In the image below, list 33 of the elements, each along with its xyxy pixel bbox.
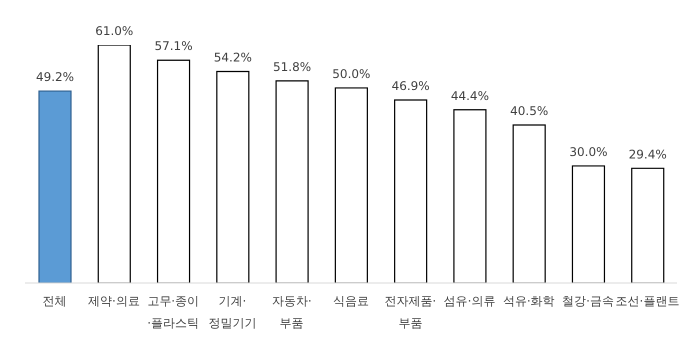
x-tick-label: 식음료	[333, 294, 369, 308]
data-label: 30.0%	[569, 144, 608, 159]
x-tick-label: 석유·화학	[502, 294, 555, 308]
bar	[216, 70, 250, 283]
data-label: 61.0%	[95, 24, 134, 38]
data-label: 51.8%	[273, 60, 312, 74]
x-tick-label: 철강·금속	[562, 294, 614, 308]
data-label: 44.4%	[450, 88, 489, 103]
x-tick-label: 섬유·의류	[444, 294, 496, 308]
data-label: 29.4%	[628, 147, 667, 162]
data-label: 57.1%	[154, 39, 193, 54]
x-tick-label: 조선·플랜트	[615, 294, 680, 308]
x-tick-label: 전체	[42, 294, 67, 308]
x-tick-label: 기계· 정밀기기	[208, 294, 256, 330]
data-label: 40.5%	[510, 104, 548, 118]
bar	[572, 165, 606, 283]
bar	[512, 124, 546, 283]
data-label: 54.2%	[214, 50, 252, 65]
x-tick-label: 자동차· 부품	[272, 294, 312, 330]
bar	[275, 80, 309, 283]
x-tick-label: 고무·종이 ·플라스틱	[147, 294, 200, 330]
x-tick-label: 전자제품· 부품	[384, 294, 436, 330]
bar	[334, 87, 368, 283]
bar	[98, 45, 131, 283]
bar	[38, 90, 72, 283]
data-label: 49.2%	[36, 70, 74, 84]
data-label: 50.0%	[332, 66, 370, 81]
bar	[631, 168, 664, 283]
bar	[453, 109, 487, 283]
x-tick-label: 제약·의료	[88, 294, 140, 308]
bar	[156, 60, 190, 283]
bar	[394, 99, 428, 283]
data-label: 46.9%	[392, 79, 430, 94]
